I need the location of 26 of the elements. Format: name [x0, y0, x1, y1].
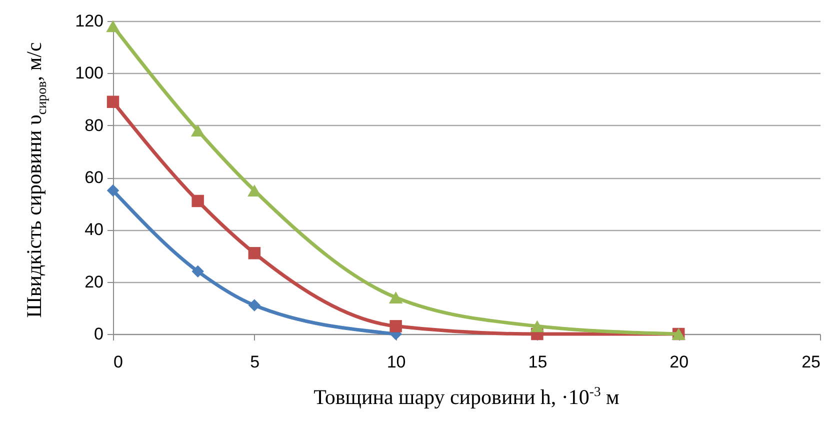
y-tick-label: 0: [94, 324, 104, 344]
x-axis-title: Товщина шару сировини h, ·10$^{-3}$ м: [312, 384, 620, 410]
point: [190, 124, 205, 137]
point: [248, 184, 262, 197]
x-tick-label: 15: [528, 352, 548, 372]
point: [388, 292, 403, 304]
y-tick-label: 60: [84, 168, 104, 187]
point: [192, 194, 204, 208]
y-tick-label: 120: [75, 12, 104, 30]
point: [390, 320, 402, 332]
x-tick-label: 20: [670, 352, 689, 372]
y-tick-label: 40: [84, 220, 104, 240]
point: [248, 299, 261, 312]
x-tick-label: 10: [386, 352, 406, 372]
y-tick-label: 20: [84, 272, 104, 292]
point: [248, 247, 261, 260]
x-tick-label: 5: [250, 352, 260, 372]
x-tick-label: 0: [114, 352, 123, 372]
x-tick-label: 25: [802, 352, 820, 372]
point: [530, 320, 544, 332]
y-tick-label: 80: [84, 116, 104, 135]
point: [106, 20, 120, 32]
point: [106, 184, 120, 197]
y-tick-label: 100: [75, 64, 104, 83]
point: [192, 265, 204, 278]
point: [106, 96, 120, 108]
